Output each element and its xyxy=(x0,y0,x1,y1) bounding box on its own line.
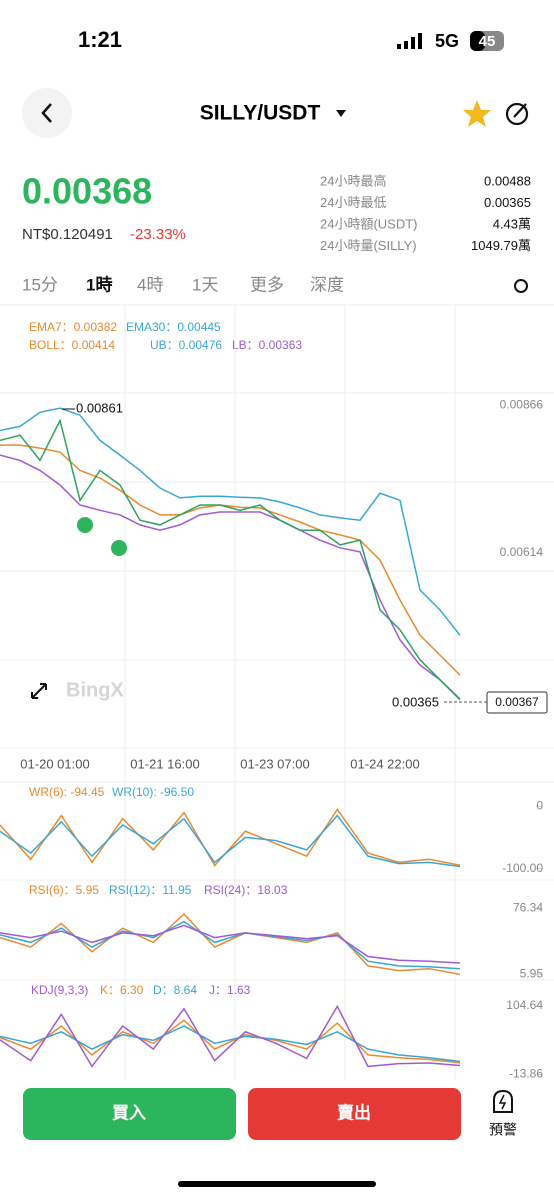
battery-text: 45 xyxy=(479,33,496,50)
series-line xyxy=(0,454,461,701)
y-tick-label: -13.86 xyxy=(509,1067,543,1081)
sell-button[interactable] xyxy=(248,1088,461,1140)
timeframe-tab[interactable]: 4時 xyxy=(137,275,163,294)
series-line xyxy=(0,444,461,676)
battery-level xyxy=(470,31,485,51)
back-button[interactable] xyxy=(22,88,72,138)
stat-value: 4.43萬 xyxy=(493,216,531,231)
stat-label: 24小時額(USDT) xyxy=(320,216,418,231)
x-tick-label: 01-21 16:00 xyxy=(130,756,199,771)
grid xyxy=(0,305,554,1080)
y-tick-label: 0.00614 xyxy=(500,545,544,559)
timeframe-tab[interactable]: 深度 xyxy=(310,275,344,294)
indicator-legend: KDJ(9,3,3) xyxy=(31,983,88,997)
x-tick-label: 01-24 22:00 xyxy=(350,756,419,771)
indicator-legend: RSI(12)：11.95 xyxy=(109,883,192,897)
dropdown-icon[interactable] xyxy=(336,110,346,117)
indicator-legend: K：6.30 xyxy=(100,983,144,997)
y-tick-label: 76.34 xyxy=(513,900,543,914)
watermark: BingX xyxy=(66,679,124,701)
timeframe-tab[interactable]: 1天 xyxy=(192,275,218,294)
timeframe-tab[interactable]: 1時 xyxy=(86,274,112,294)
y-tick-label: 104.64 xyxy=(506,998,543,1012)
y-tick-label: 0 xyxy=(536,798,543,812)
stat-value: 0.00365 xyxy=(484,195,531,210)
timeframe-tab[interactable]: 15分 xyxy=(22,275,58,294)
alert-bolt xyxy=(498,1094,507,1110)
stat-label: 24小時最高 xyxy=(320,173,386,188)
stat-value: 1049.79萬 xyxy=(471,238,531,253)
stat-label: 24小時最低 xyxy=(320,195,386,210)
network: 5G xyxy=(435,31,459,51)
y-tick-label: -100.00 xyxy=(502,861,543,875)
boll-legend: BOLL：0.00414 xyxy=(29,338,115,352)
y-tick-label: 5.95 xyxy=(520,967,544,981)
series-line xyxy=(0,924,461,964)
series-line xyxy=(0,418,461,700)
buy-marker xyxy=(77,517,93,533)
share-arrow xyxy=(513,103,527,118)
series-line xyxy=(0,407,461,636)
boll-legend: LB：0.00363 xyxy=(232,338,302,352)
low-label: 0.00365 xyxy=(392,694,439,709)
y-tick-label: 0.00866 xyxy=(500,397,544,411)
indicator-legend: J：1.63 xyxy=(209,983,251,997)
price-change: -23.33% xyxy=(130,226,186,243)
high-label: 0.00861 xyxy=(76,400,123,415)
sell-label: 賣出 xyxy=(336,1102,371,1122)
signal-icon xyxy=(397,33,422,49)
x-tick-label: 01-20 01:00 xyxy=(20,756,89,771)
back-icon xyxy=(41,103,52,123)
buy-button[interactable] xyxy=(23,1088,236,1140)
last-price-label: 0.00367 xyxy=(495,695,539,709)
favorite-star[interactable] xyxy=(463,100,491,127)
last-price: 0.00368 xyxy=(22,171,152,212)
fiat-price: NT$0.120491 xyxy=(22,226,113,243)
status-time: 1:21 xyxy=(78,27,122,52)
buy-marker xyxy=(111,540,127,556)
pair-title[interactable]: SILLY/USDT xyxy=(200,102,321,125)
series-line xyxy=(0,808,461,867)
indicator-legend: RSI(6)：5.95 xyxy=(29,883,99,897)
series-line xyxy=(0,814,461,868)
timeframe-tab[interactable]: 更多 xyxy=(250,275,284,294)
buy-label: 買入 xyxy=(112,1103,146,1122)
last-price-box xyxy=(486,691,548,714)
indicator-legend: WR(10): -96.50 xyxy=(112,785,194,799)
stat-label: 24小時量(SILLY) xyxy=(320,238,417,253)
alert-icon[interactable] xyxy=(493,1089,513,1113)
home-indicator xyxy=(178,1181,376,1187)
settings-icon[interactable] xyxy=(514,279,528,293)
series-line xyxy=(0,1004,461,1068)
fullscreen-icon[interactable] xyxy=(31,683,47,699)
indicator-legend: RSI(24)：18.03 xyxy=(204,883,288,897)
indicator-legend: WR(6): -94.45 xyxy=(29,785,105,799)
indicator-legend: D：8.64 xyxy=(153,983,197,997)
ema-legend: EMA30：0.00445 xyxy=(126,320,221,334)
x-tick-label: 01-23 07:00 xyxy=(240,756,309,771)
series-line xyxy=(0,920,461,970)
stat-value: 0.00488 xyxy=(484,173,531,188)
series-line xyxy=(0,1025,461,1063)
ema-legend: EMA7：0.00382 xyxy=(29,320,117,334)
alert-label[interactable]: 預警 xyxy=(489,1122,517,1138)
boll-legend: UB：0.00476 xyxy=(150,338,222,352)
share-icon[interactable] xyxy=(505,102,529,126)
